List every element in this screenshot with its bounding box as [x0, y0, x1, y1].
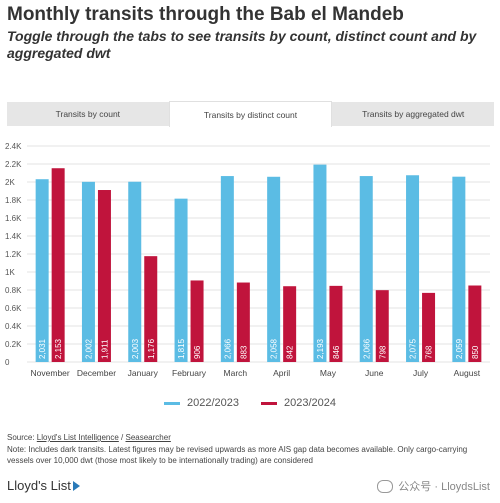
y-tick-label: 1.4K — [5, 232, 22, 241]
logo-arrow-icon — [72, 480, 80, 491]
bar — [190, 280, 204, 362]
lloyds-list-logo: Lloyd's List — [7, 478, 80, 493]
source-line: Source: Lloyd's List Intelligence / Seas… — [7, 433, 171, 442]
bar — [97, 190, 111, 362]
bar — [283, 286, 297, 362]
x-tick-label: February — [172, 368, 207, 378]
bar — [422, 292, 436, 362]
legend-label-2022-2023: 2022/2023 — [187, 397, 239, 409]
bar — [267, 176, 281, 362]
bar — [375, 290, 389, 362]
y-tick-label: 0 — [5, 358, 10, 367]
source-link-seasearcher[interactable]: Seasearcher — [125, 433, 171, 442]
tab-transits-by-count[interactable]: Transits by count — [55, 109, 121, 119]
chart-subtitle: Toggle through the tabs to see transits … — [7, 28, 477, 61]
data-label: 2,066 — [362, 338, 371, 359]
bar — [81, 181, 95, 362]
legend-swatch-2023-2024 — [261, 401, 277, 405]
data-label: 768 — [425, 345, 434, 359]
data-label: 2,059 — [455, 338, 464, 359]
x-tick-label: March — [224, 368, 248, 378]
bar — [174, 198, 188, 362]
bar — [35, 179, 49, 362]
watermark: 公众号 · LloydsList — [377, 478, 490, 494]
y-tick-label: 1.2K — [5, 250, 22, 259]
legend-swatch-2022-2023 — [164, 401, 180, 405]
data-label: 2,193 — [316, 338, 325, 359]
data-label: 2,058 — [270, 338, 279, 359]
x-tick-label: August — [454, 368, 481, 378]
y-tick-label: 1.8K — [5, 196, 22, 205]
x-tick-label: December — [77, 368, 116, 378]
y-tick-label: 0.2K — [5, 340, 22, 349]
legend: 2022/2023 2023/2024 — [0, 397, 500, 409]
x-tick-label: January — [128, 368, 159, 378]
data-label: 883 — [239, 345, 248, 359]
y-tick-label: 1.6K — [5, 214, 22, 223]
bar — [468, 285, 482, 362]
data-label: 2,002 — [84, 338, 93, 359]
bar — [406, 175, 420, 362]
data-label: 1,815 — [177, 338, 186, 359]
y-tick-label: 2K — [5, 178, 15, 187]
legend-label-2023-2024: 2023/2024 — [284, 397, 336, 409]
data-label: 850 — [471, 345, 480, 359]
x-tick-label: November — [31, 368, 70, 378]
tab-transits-by-distinct-count[interactable]: Transits by distinct count — [168, 101, 333, 127]
data-label: 2,153 — [54, 338, 63, 359]
chart-note: Note: Includes dark transits. Latest fig… — [7, 445, 468, 465]
data-label: 2,003 — [131, 338, 140, 359]
tab-transits-by-aggregated-dwt[interactable]: Transits by aggregated dwt — [362, 109, 465, 119]
bar — [51, 168, 65, 362]
bar — [452, 176, 466, 362]
wechat-icon — [377, 479, 394, 493]
data-label: 846 — [332, 345, 341, 359]
bar — [236, 282, 250, 362]
x-tick-label: May — [320, 368, 337, 378]
data-label: 2,066 — [223, 338, 232, 359]
y-tick-label: 2.2K — [5, 160, 22, 169]
source-prefix: Source: — [7, 433, 37, 442]
watermark-text: 公众号 · LloydsList — [398, 481, 490, 493]
x-tick-label: June — [365, 368, 384, 378]
y-tick-label: 0.8K — [5, 286, 22, 295]
data-label: 2,075 — [409, 338, 418, 359]
bar — [329, 285, 343, 362]
bar — [220, 176, 234, 362]
data-label: 1,911 — [100, 339, 109, 359]
bar — [313, 164, 327, 362]
y-tick-label: 0.4K — [5, 322, 22, 331]
chart-title: Monthly transits through the Bab el Mand… — [7, 4, 404, 25]
bar — [359, 176, 373, 362]
legend-item-2023-2024[interactable]: 2023/2024 — [261, 397, 336, 409]
source-link-lloyds-list-intelligence[interactable]: Lloyd's List Intelligence — [36, 433, 119, 442]
data-label: 798 — [378, 345, 387, 359]
logo-text: Lloyd's List — [7, 478, 71, 493]
data-label: 1,176 — [147, 338, 156, 359]
y-tick-label: 1K — [5, 268, 15, 277]
data-label: 2,031 — [38, 338, 47, 359]
bar — [144, 256, 158, 362]
y-tick-label: 2.4K — [5, 142, 22, 151]
bar — [128, 181, 142, 362]
tab-bar: Transits by count Transits by distinct c… — [7, 101, 494, 127]
data-label: 906 — [193, 345, 202, 359]
data-label: 842 — [286, 345, 295, 359]
source-separator: / — [118, 433, 126, 442]
legend-item-2022-2023[interactable]: 2022/2023 — [164, 397, 239, 409]
bar-chart: 0 0.2K 0.4K 0.6K 0.8K 1K 1.2K 1.4K 1.6K 1.8K 2K 2.2… — [5, 142, 490, 378]
y-tick-label: 0.6K — [5, 304, 22, 313]
x-tick-label: April — [273, 368, 290, 378]
x-tick-label: July — [413, 368, 429, 378]
